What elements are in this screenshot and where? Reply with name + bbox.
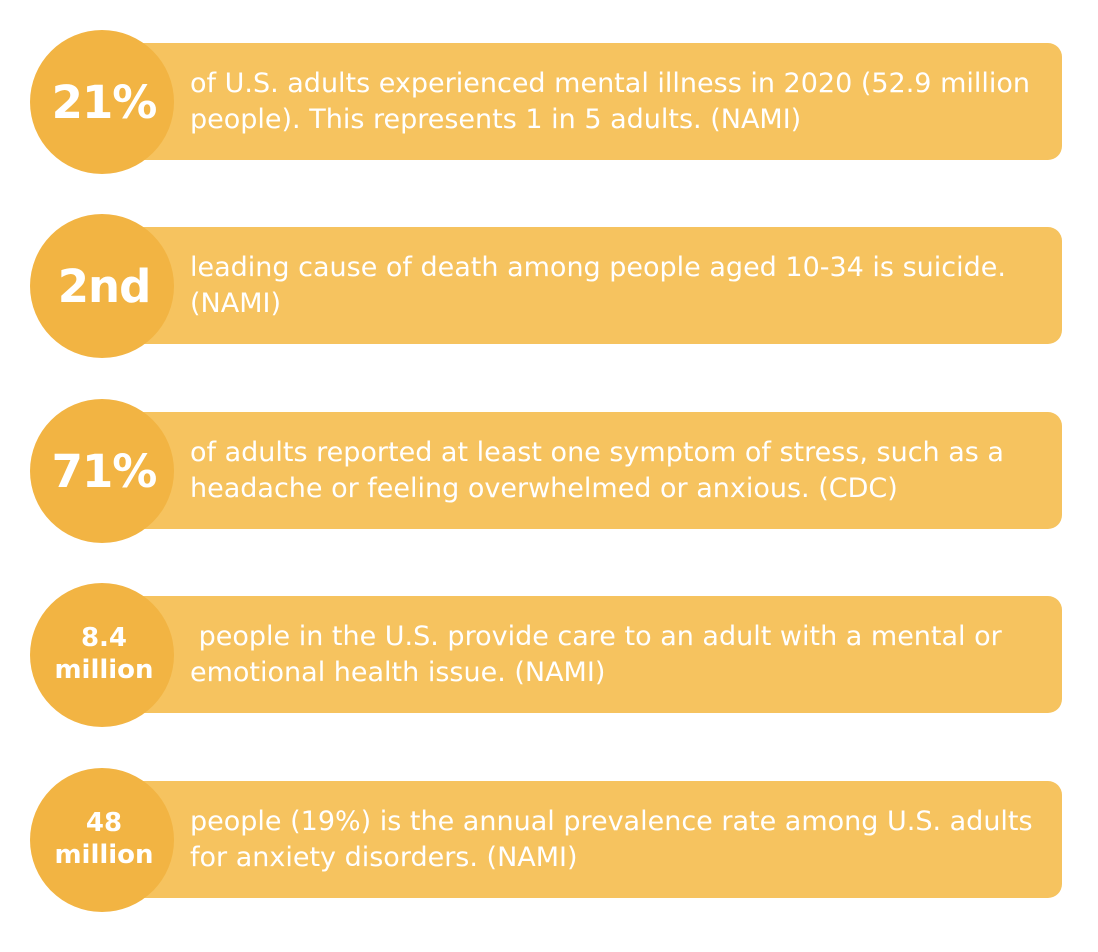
stat-bar — [120, 596, 1062, 713]
stat-description: of adults reported at least one symptom … — [190, 437, 1013, 504]
stat-figure-number: 8.4 — [80, 623, 128, 654]
stat-figure-number: 48 — [85, 808, 123, 839]
stat-description: people in the U.S. provide care to an ad… — [190, 621, 1011, 688]
stat-description: of U.S. adults experienced mental illnes… — [190, 68, 1039, 135]
stat-circle: 48 million — [30, 768, 174, 912]
stat-figure: 2nd — [57, 259, 152, 313]
stat-figure-unit: million — [54, 655, 154, 685]
stat-figure: 71% — [51, 444, 158, 498]
stat-circle: 2nd — [30, 214, 174, 358]
stat-row-anxiety: 48 million people (19%) is the annual pr… — [30, 768, 1062, 912]
stat-circle: 21% — [30, 30, 174, 174]
stat-bar — [120, 43, 1062, 160]
stat-bar — [120, 227, 1062, 344]
stat-row-suicide: 2nd leading cause of death among people … — [30, 214, 1062, 358]
stat-bar — [120, 781, 1062, 898]
stat-description: people (19%) is the annual prevalence ra… — [190, 806, 1042, 873]
stat-row-caregivers: 8.4 million people in the U.S. provide c… — [30, 583, 1062, 727]
stat-figure-unit: million — [54, 840, 154, 870]
stat-bar — [120, 412, 1062, 529]
stat-figure: 21% — [51, 75, 158, 129]
stat-circle: 8.4 million — [30, 583, 174, 727]
stat-description: leading cause of death among people aged… — [190, 252, 1015, 319]
stat-row-mental-illness: 21% of U.S. adults experienced mental il… — [30, 30, 1062, 174]
stat-circle: 71% — [30, 399, 174, 543]
stat-row-stress: 71% of adults reported at least one symp… — [30, 399, 1062, 543]
